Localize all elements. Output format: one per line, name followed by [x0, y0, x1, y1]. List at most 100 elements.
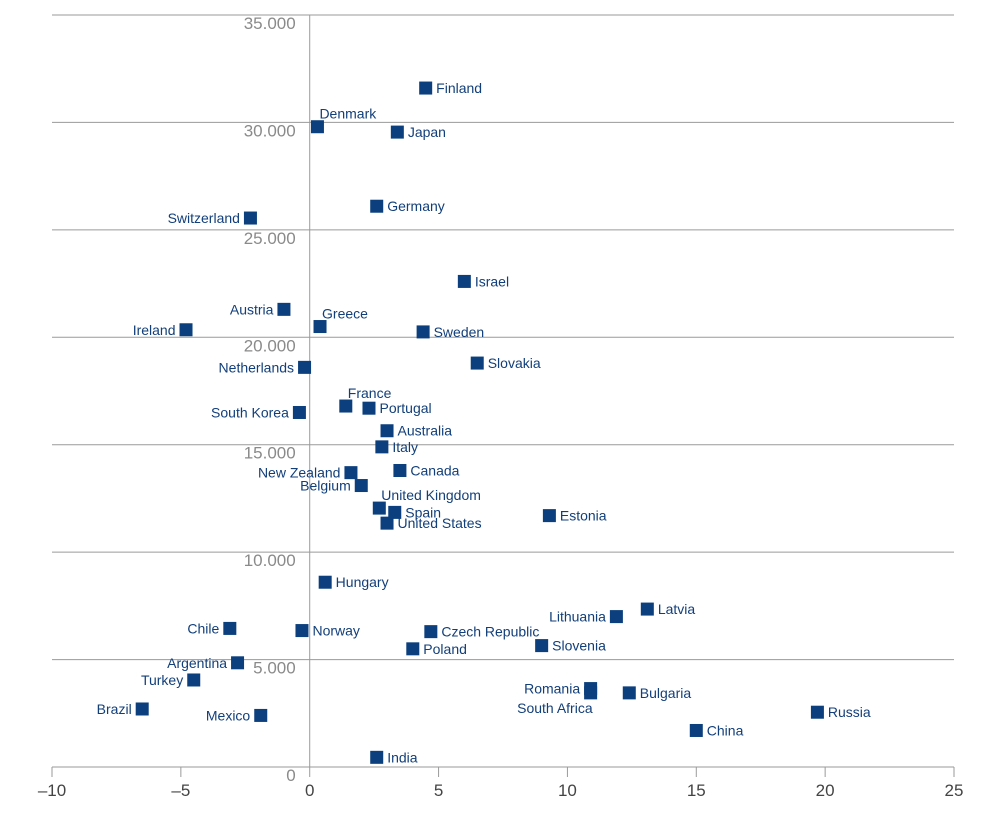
- point-label: Turkey: [141, 672, 183, 688]
- x-tick-label: 25: [945, 781, 964, 800]
- point-label: Ireland: [133, 322, 176, 338]
- point-label: New Zealand: [258, 465, 341, 481]
- data-point-chile: [223, 621, 237, 635]
- x-tick-label: 5: [434, 781, 443, 800]
- data-point-south-africa: [584, 686, 598, 700]
- point-label: Slovenia: [552, 638, 606, 654]
- point-label: Slovakia: [488, 355, 541, 371]
- x-tick-label: –10: [38, 781, 66, 800]
- y-tick-label: 25.000: [244, 229, 296, 248]
- point-label: Estonia: [560, 508, 607, 524]
- data-point-mexico: [254, 708, 268, 722]
- data-points: [135, 81, 824, 764]
- point-label: United Kingdom: [381, 487, 481, 503]
- data-point-italy: [375, 440, 389, 454]
- x-tick-label: –5: [171, 781, 190, 800]
- y-tick-label: 5.000: [253, 659, 296, 678]
- point-label: Romania: [524, 681, 580, 697]
- point-label: China: [707, 722, 744, 738]
- data-point-japan: [390, 125, 404, 139]
- data-point-latvia: [640, 602, 654, 616]
- point-label: Chile: [187, 620, 219, 636]
- point-label: France: [348, 385, 392, 401]
- point-label: Greece: [322, 306, 368, 322]
- point-label: Norway: [312, 623, 359, 639]
- data-point-spain: [388, 505, 402, 519]
- x-tick-label: 0: [305, 781, 314, 800]
- point-label: Austria: [230, 301, 274, 317]
- point-label: India: [387, 749, 418, 765]
- data-point-hungary: [318, 575, 332, 589]
- point-label: Spain: [405, 504, 441, 520]
- data-point-south-korea: [292, 405, 306, 419]
- point-label: Germany: [387, 198, 445, 214]
- data-point-india: [370, 750, 384, 764]
- x-tick-label: 20: [816, 781, 835, 800]
- point-label: Argentina: [167, 655, 227, 671]
- point-label: Poland: [423, 641, 467, 657]
- data-point-austria: [277, 302, 291, 316]
- y-tick-label: 20.000: [244, 336, 296, 355]
- point-label: Italy: [392, 439, 418, 455]
- data-point-germany: [370, 199, 384, 213]
- point-label: Finland: [436, 80, 482, 96]
- y-tick-label: 15.000: [244, 444, 296, 463]
- point-label: Hungary: [336, 574, 389, 590]
- data-point-turkey: [187, 673, 201, 687]
- data-point-slovenia: [535, 639, 549, 653]
- y-tick-label: 35.000: [244, 14, 296, 33]
- point-label: Netherlands: [219, 359, 295, 375]
- data-point-lithuania: [609, 610, 623, 624]
- point-label: Russia: [828, 704, 871, 720]
- point-label: Switzerland: [168, 210, 240, 226]
- data-point-argentina: [231, 656, 245, 670]
- point-label: Belgium: [300, 478, 351, 494]
- x-tick-label: 10: [558, 781, 577, 800]
- y-tick-label: 30.000: [244, 121, 296, 140]
- point-label: Lithuania: [549, 609, 606, 625]
- point-label: Sweden: [434, 324, 485, 340]
- data-point-bulgaria: [622, 686, 636, 700]
- data-point-ireland: [179, 323, 193, 337]
- data-point-sweden: [416, 325, 430, 339]
- point-label: South Korea: [211, 404, 289, 420]
- point-label: Israel: [475, 273, 509, 289]
- point-label: Czech Republic: [441, 624, 539, 640]
- point-label: Australia: [398, 423, 453, 439]
- data-point-slovakia: [470, 356, 484, 370]
- data-point-estonia: [542, 509, 556, 523]
- grid-lines: [52, 14, 954, 661]
- point-label: Japan: [408, 124, 446, 140]
- data-point-united-states: [380, 516, 394, 530]
- point-label: Latvia: [658, 601, 696, 617]
- data-point-russia: [810, 705, 824, 719]
- point-labels: Finland Denmark Japan Germany Switzerland Isr…: [97, 80, 871, 765]
- data-point-finland: [419, 81, 433, 95]
- data-point-china: [689, 723, 703, 737]
- point-label: United States: [398, 515, 482, 531]
- data-point-france: [339, 399, 353, 413]
- y-tick-label: 0: [286, 766, 295, 785]
- point-label: Brazil: [97, 701, 132, 717]
- data-point-canada: [393, 463, 407, 477]
- data-point-switzerland: [243, 211, 257, 225]
- point-label: Mexico: [206, 707, 251, 723]
- data-point-greece: [313, 320, 327, 334]
- x-tick-label: 15: [687, 781, 706, 800]
- data-point-belgium: [354, 479, 368, 493]
- axes: 0 5.000 10.000 15.000 20.000 25.000 30.000 35.0…: [38, 14, 964, 800]
- point-label: Portugal: [379, 400, 431, 416]
- data-point-brazil: [135, 702, 149, 716]
- y-tick-label: 10.000: [244, 551, 296, 570]
- data-point-denmark: [310, 120, 324, 134]
- data-point-netherlands: [298, 360, 312, 374]
- data-point-poland: [406, 642, 420, 656]
- data-point-czech-republic: [424, 625, 438, 639]
- data-point-portugal: [362, 401, 376, 415]
- point-label: Canada: [410, 462, 459, 478]
- data-point-norway: [295, 624, 309, 638]
- data-point-australia: [380, 424, 394, 438]
- data-point-new-zealand: [344, 466, 358, 480]
- point-label: Denmark: [319, 106, 377, 122]
